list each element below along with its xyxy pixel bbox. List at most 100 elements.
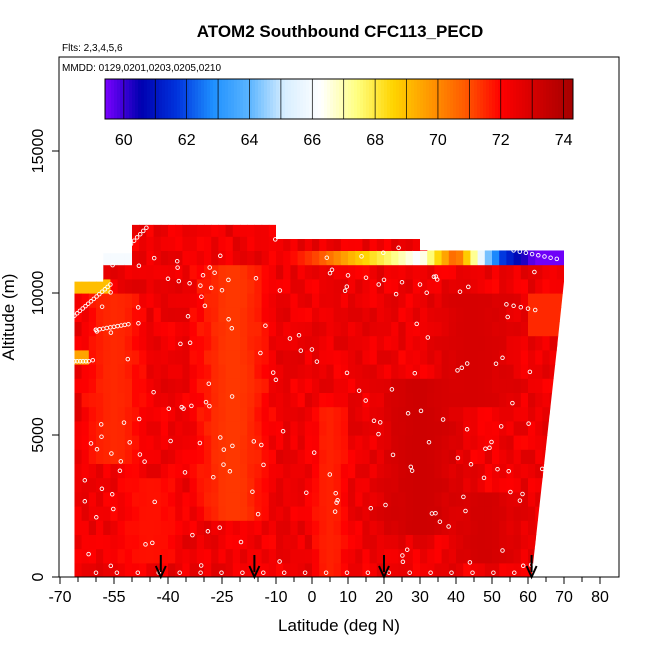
field-cell [391,278,399,294]
field-cell [340,378,349,393]
field-cell [340,321,349,337]
field-cell [376,278,385,294]
colorbar-swatch [267,79,271,119]
field-cell [218,321,227,337]
field-cell [542,520,551,535]
sample-point [263,323,268,328]
field-cell [333,250,342,266]
colorbar-swatch [330,79,334,119]
field-cell [304,406,313,422]
field-cell [232,520,241,535]
field-cell [304,236,313,251]
field-cell [470,562,479,577]
colorbar-swatch [393,79,397,119]
field-cell [456,506,464,521]
field-cell [340,506,349,521]
field-cell [182,420,191,436]
field-cell [319,335,327,351]
field-cell [556,491,565,507]
field-cell [535,293,543,308]
field-cell [384,236,392,251]
field-cell [434,562,443,577]
sample-point [381,277,387,283]
field-cell [261,293,270,308]
field-cell [139,463,147,479]
field-cell [247,420,255,436]
sample-point [532,307,538,313]
field-cell [168,236,176,251]
field-cell [391,449,399,464]
field-cell [132,349,140,365]
sample-point [190,532,195,538]
field-cell [319,477,327,493]
colorbar-swatch [465,79,469,119]
field-cell [484,435,493,450]
field-cell [405,562,414,577]
field-cell [535,321,543,337]
field-cell [556,307,565,322]
field-cell [535,406,543,422]
field-cell [232,548,241,564]
field-cell [168,264,176,280]
field-cell [211,392,219,408]
field-cell [103,349,111,365]
field-cell [535,463,543,479]
colorbar-swatch [399,79,403,119]
sample-point [457,289,463,294]
field-cell [276,307,284,322]
field-cell [556,364,565,379]
field-cell [182,477,191,493]
field-cell [276,364,284,379]
field-cell [384,335,392,351]
field-cell [369,278,378,294]
field-cell [348,335,356,351]
field-cell [96,307,104,322]
colorbar-swatch [564,79,568,119]
field-cell [132,307,140,322]
field-cell [520,250,529,266]
field-cell [420,264,428,280]
field-cell [290,534,299,550]
field-cell [225,364,234,379]
field-cell [254,321,263,337]
sample-point [88,441,94,446]
field-cell [225,250,234,266]
field-cell [412,506,421,521]
field-cell [218,364,227,379]
field-cell [304,349,313,365]
field-cell [398,264,407,280]
sample-point [433,274,439,279]
field-cell [420,520,428,535]
field-cell [146,491,155,507]
field-cell [412,321,421,337]
field-cell [290,449,299,464]
sample-point [177,570,182,575]
field-cell [261,236,270,251]
field-cell [499,562,507,577]
colorbar-swatch [174,79,178,119]
field-cell [283,548,291,564]
field-cell [218,250,227,266]
sample-point [261,462,266,468]
field-cell [333,321,342,337]
field-cell [189,491,198,507]
field-cell [398,463,407,479]
field-cell [88,506,97,521]
field-cell [139,491,147,507]
sample-point [207,265,212,270]
field-cell [297,506,306,521]
field-cell [456,449,464,464]
field-cell [146,278,155,294]
field-cell [398,236,407,251]
field-cell [232,435,241,450]
colorbar-swatch [555,79,559,119]
field-cell [283,349,291,365]
sample-point [425,335,431,340]
field-cell [276,420,284,436]
field-cell [139,477,147,493]
field-cell [484,335,493,351]
field-cell [535,534,543,550]
field-cell [240,293,248,308]
field-cell [348,491,356,507]
sample-point [86,551,91,557]
